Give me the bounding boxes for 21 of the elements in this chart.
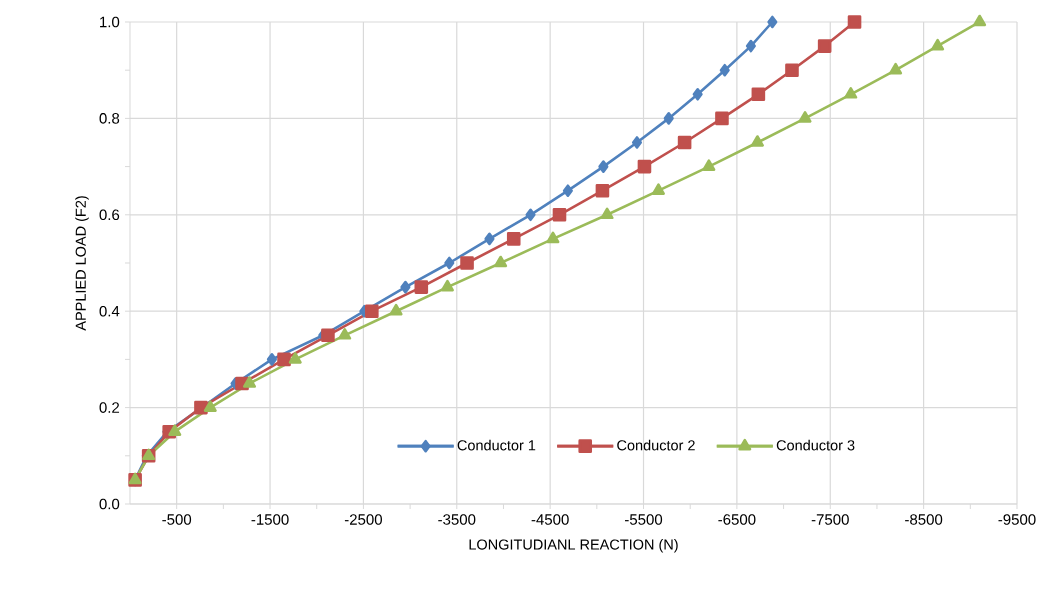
y-tick-label: 0.2 [99,402,120,413]
y-tick-label: 1.0 [100,16,120,28]
x-tick-label: -3500 [438,514,476,525]
legend-label: Conductor 1 [457,439,536,451]
x-tick-label: -4500 [531,514,569,525]
y-tick-label: 0.0 [99,498,120,510]
x-tick-label: -9500 [998,514,1036,525]
y-axis-title: APPLIED LOAD (F2) [75,196,89,331]
x-tick-label: -6500 [718,514,756,525]
x-tick-label: -7500 [811,514,849,525]
y-tick-label: 0.8 [99,113,120,124]
x-tick-label: -500 [162,514,192,525]
x-tick-label: -5500 [625,514,663,525]
x-tick-label: -8500 [905,514,943,525]
x-tick-label: -2500 [344,514,382,525]
legend-label: Conductor 2 [617,439,695,451]
y-tick-label: 0.4 [99,305,120,317]
y-tick-label: 0.6 [99,209,120,221]
legend-label: Conductor 3 [776,439,855,451]
x-axis-title: LONGITUDIANL REACTION (N) [469,539,678,553]
x-tick-label: -1500 [251,514,289,525]
